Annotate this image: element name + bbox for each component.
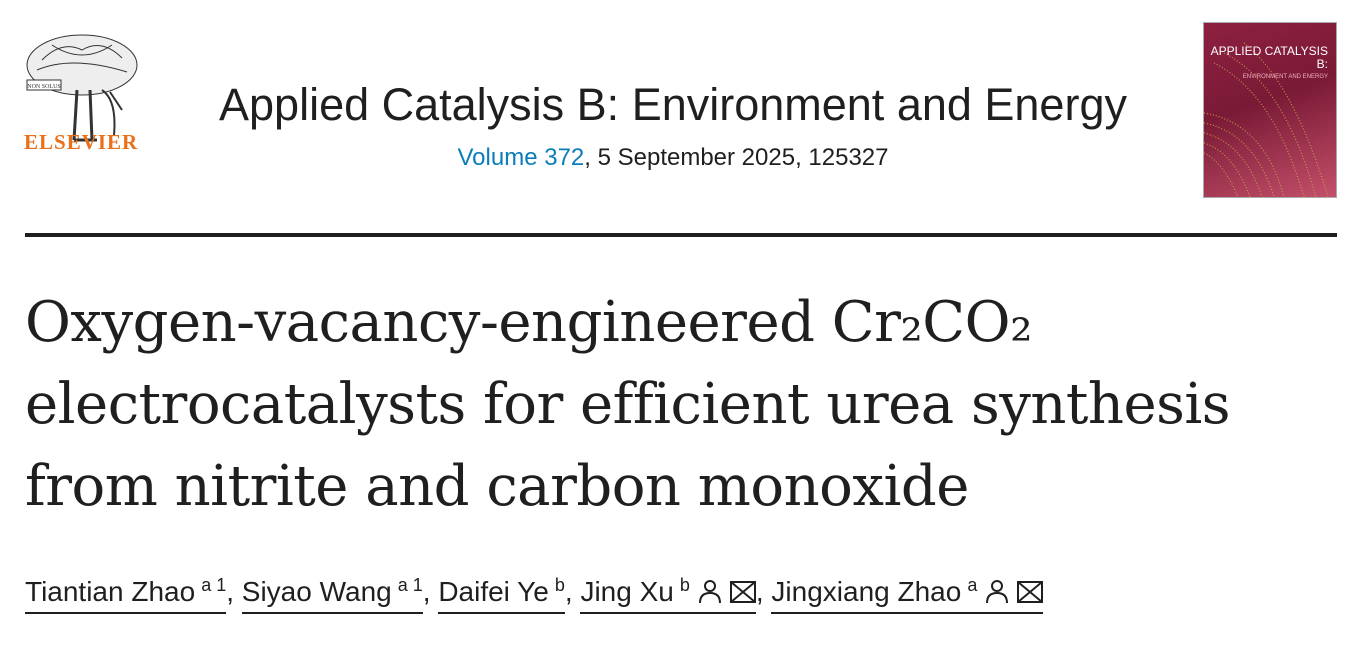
journal-cover-image[interactable]: APPLIED CATALYSIS B: ENVIRONMENT AND ENE… — [1203, 22, 1337, 198]
separator: , — [755, 576, 764, 607]
journal-header: Applied Catalysis B: Environment and Ene… — [160, 78, 1186, 172]
author-name: Daifei Ye — [438, 576, 549, 607]
separator: , — [422, 576, 431, 607]
header-divider — [25, 233, 1337, 237]
affiliation-sup: a 1 — [397, 575, 423, 595]
affiliation-sup: a 1 — [201, 575, 227, 595]
author-list: Tiantian Zhao a 1, Siyao Wang a 1, Daifei … — [25, 575, 1044, 614]
publisher-name[interactable]: ELSEVIER — [24, 130, 139, 154]
email-icon — [729, 581, 756, 603]
author-link[interactable]: Tiantian Zhao a 1 — [25, 575, 227, 614]
volume-link[interactable]: Volume 372 — [457, 144, 585, 171]
cover-title: APPLIED CATALYSIS B: — [1210, 44, 1328, 71]
author-name: Siyao Wang — [241, 576, 392, 607]
author-name: Jing Xu — [580, 576, 674, 607]
elsevier-tree-logo[interactable]: NON SOLUS — [22, 20, 144, 155]
author-name: Jingxiang Zhao — [771, 576, 962, 607]
cover-subtitle: ENVIRONMENT AND ENERGY — [1242, 74, 1328, 80]
author-link[interactable]: Jingxiang Zhao a — [771, 575, 1044, 614]
affiliation-sup: b — [679, 575, 690, 595]
separator: , — [226, 576, 234, 607]
issue-info: , 5 September 2025, 125327 — [584, 144, 889, 171]
title-line-1: Oxygen-vacancy-engineered Cr₂CO₂ — [25, 290, 1033, 355]
article-title: Oxygen-vacancy-engineered Cr₂CO₂ electro… — [25, 282, 1345, 528]
affiliation-sup: b — [554, 575, 565, 595]
title-line-2: electrocatalysts for efficient urea synt… — [25, 372, 1231, 437]
person-icon — [986, 580, 1009, 603]
author-link[interactable]: Daifei Ye b — [438, 575, 565, 614]
email-icon — [1017, 581, 1044, 603]
title-line-3: from nitrite and carbon monoxide — [25, 454, 969, 519]
journal-title[interactable]: Applied Catalysis B: Environment and Ene… — [219, 79, 1127, 130]
volume-line: Volume 372, 5 September 2025, 125327 — [160, 144, 1186, 172]
cover-wave-pattern — [1204, 42, 1329, 197]
author-link[interactable]: Siyao Wang a 1 — [241, 575, 423, 614]
author-link[interactable]: Jing Xu b — [580, 575, 756, 614]
logo-motto: NON SOLUS — [27, 84, 61, 90]
affiliation-sup: a — [967, 575, 978, 595]
author-name: Tiantian Zhao — [25, 576, 196, 607]
separator: , — [564, 576, 573, 607]
person-icon — [698, 580, 721, 603]
